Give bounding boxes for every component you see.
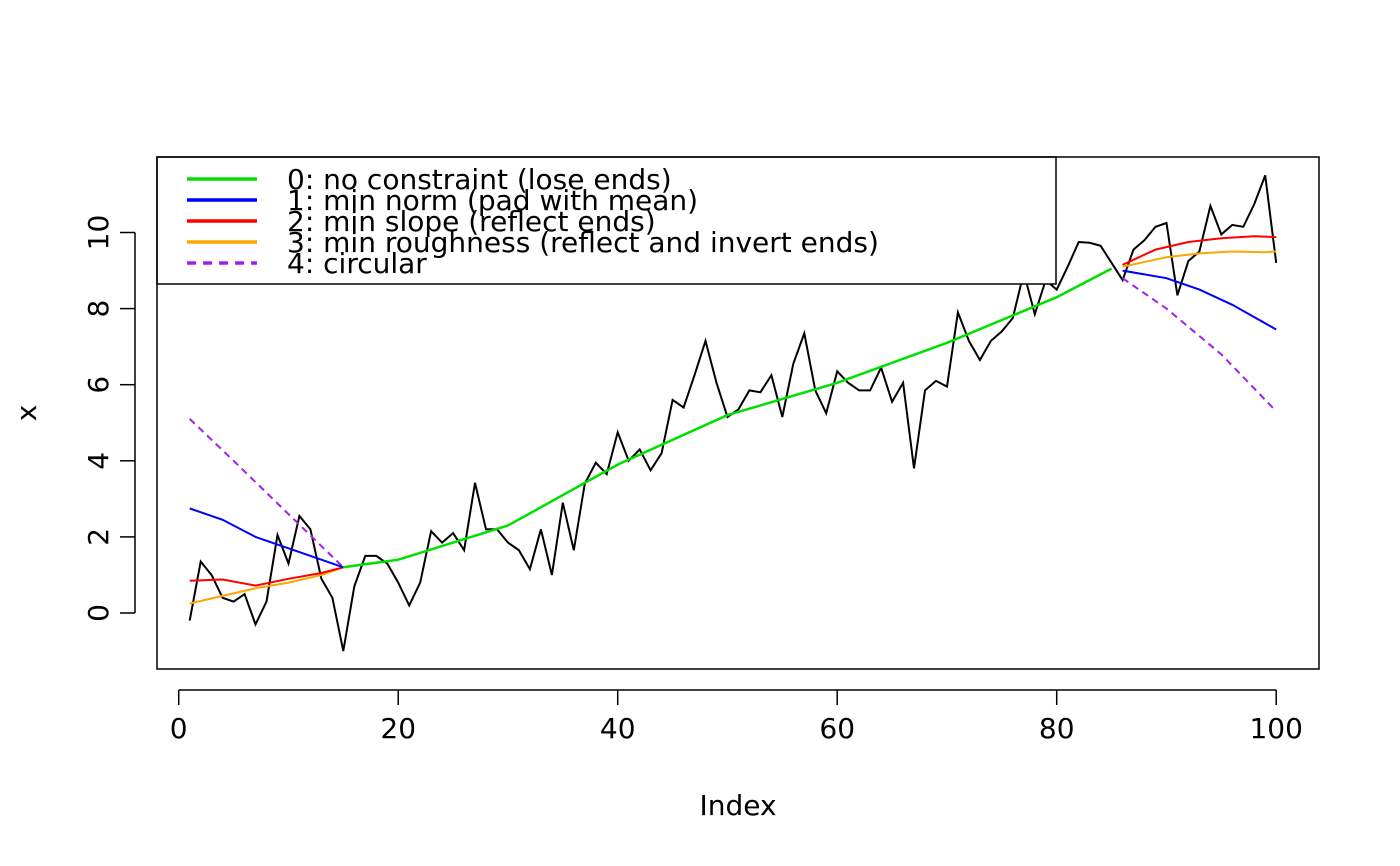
series-line-1-seg-1 <box>1122 269 1277 331</box>
plot-frame <box>156 156 1320 670</box>
x-tick-label-100: 100 <box>1249 712 1302 745</box>
x-axis-label: Index <box>699 789 776 822</box>
series-line-3-seg-1 <box>1122 250 1277 268</box>
series-line-2-seg-0 <box>189 566 344 587</box>
x-tick-label-40: 40 <box>600 712 636 745</box>
x-tick-label-80: 80 <box>1039 712 1075 745</box>
series-line-1-seg-0 <box>189 507 344 569</box>
series-line-2-seg-1 <box>1122 235 1277 266</box>
series-line-0-seg-0 <box>343 267 1113 569</box>
y-tick-label-6: 6 <box>82 376 115 394</box>
x-axis: 0 20 40 60 80 100 <box>170 689 1303 745</box>
y-tick-label-2: 2 <box>82 528 115 546</box>
legend-label-3: 3: min roughness (reflect and invert end… <box>287 226 879 259</box>
y-tick-label-10: 10 <box>82 215 115 251</box>
series-line-3-seg-0 <box>189 566 344 605</box>
y-tick-label-0: 0 <box>82 604 115 622</box>
y-tick-label-4: 4 <box>82 452 115 470</box>
series-line-4-seg-1 <box>1122 277 1277 412</box>
y-axis: 0 2 4 6 8 10 <box>82 215 136 622</box>
legend-label-4: 4: circular <box>287 247 427 280</box>
x-tick-label-0: 0 <box>170 712 188 745</box>
x-tick-label-60: 60 <box>819 712 855 745</box>
series-line-4-seg-0 <box>189 418 344 569</box>
legend: 0: no constraint (lose ends)1: min norm … <box>156 156 1057 285</box>
x-tick-label-20: 20 <box>380 712 416 745</box>
legend-label-1: 1: min norm (pad with mean) <box>287 184 698 217</box>
y-axis-label: x <box>10 405 43 422</box>
legend-label-2: 2: min slope (reflect ends) <box>287 205 656 238</box>
legend-label-0: 0: no constraint (lose ends) <box>287 163 672 196</box>
y-tick-label-8: 8 <box>82 300 115 318</box>
